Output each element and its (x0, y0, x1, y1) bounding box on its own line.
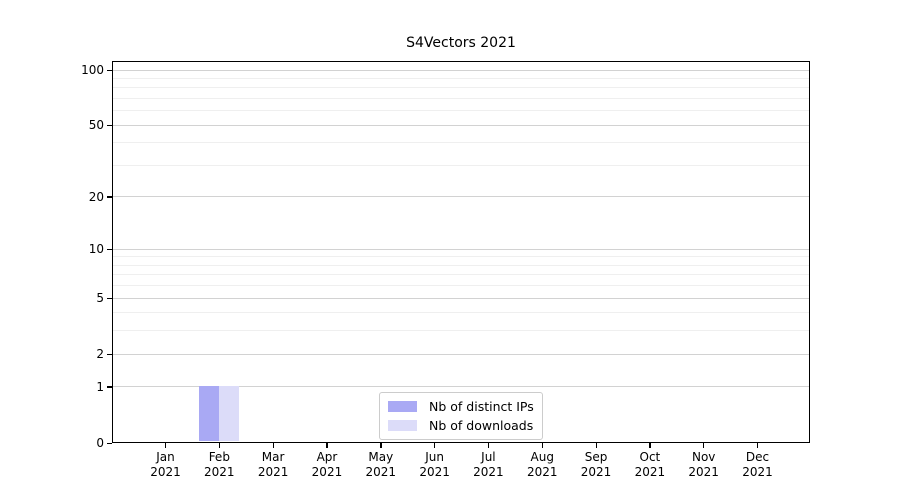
x-tick-month: Apr (316, 450, 338, 464)
gridline-major (113, 124, 809, 126)
y-tick-label: 2 (96, 347, 104, 362)
legend-swatch-distinct-ips (388, 401, 417, 412)
x-tick-year: 2021 (580, 465, 612, 479)
gridline-minor (113, 274, 809, 276)
x-tick-label: Jul 2021 (456, 450, 520, 480)
x-tick-month: Jun (425, 450, 444, 464)
x-tick-month: Jul (481, 450, 496, 464)
gridline-minor (113, 285, 809, 287)
gridline-minor (113, 142, 809, 144)
x-tick-year: 2021 (688, 465, 719, 479)
y-tick-mark (107, 442, 112, 444)
x-tick-mark (595, 443, 597, 448)
x-tick-mark (272, 443, 274, 448)
x-tick-label: Apr 2021 (295, 450, 359, 480)
gridline-minor (113, 165, 809, 166)
x-tick-year: 2021 (365, 465, 397, 479)
x-tick-label: Feb 2021 (187, 450, 251, 480)
x-tick-month: Sep (584, 450, 608, 464)
y-tick-mark (107, 297, 112, 299)
bar-distinct-ips (198, 386, 219, 441)
x-tick-year: 2021 (257, 465, 289, 479)
legend-label-downloads: Nb of downloads (429, 418, 534, 433)
x-tick-label: Nov 2021 (672, 450, 736, 480)
x-tick-label: Mar 2021 (241, 450, 305, 480)
y-tick-mark (107, 124, 112, 127)
x-tick-year: 2021 (150, 465, 181, 479)
x-tick-month: Dec (745, 450, 770, 464)
x-tick-month: Jan (156, 450, 175, 464)
x-tick-mark (326, 443, 328, 448)
y-tick-mark (107, 196, 112, 198)
x-tick-label: Sep 2021 (564, 450, 628, 480)
gridline-minor (113, 98, 809, 100)
x-tick-year: 2021 (311, 465, 343, 479)
x-tick-mark (757, 443, 759, 448)
plot-area (112, 61, 810, 443)
gridline-minor (113, 77, 809, 79)
x-tick-label: Aug 2021 (510, 450, 574, 480)
x-tick-month: Feb (208, 450, 230, 464)
y-tick-mark (107, 248, 112, 251)
gridline-major (113, 353, 809, 355)
legend: Nb of distinct IPs Nb of downloads (379, 392, 543, 440)
y-tick-label: 0 (96, 436, 104, 450)
x-tick-month: Oct (639, 450, 661, 464)
x-tick-year: 2021 (204, 465, 235, 479)
x-tick-mark (434, 443, 436, 448)
y-tick-mark (107, 69, 112, 71)
legend-row-downloads: Nb of downloads (388, 418, 534, 433)
x-tick-label: Oct 2021 (618, 450, 682, 480)
x-tick-month: Nov (691, 450, 716, 464)
x-tick-mark (218, 443, 221, 448)
y-tick-label: 50 (88, 118, 104, 133)
x-tick-mark (380, 443, 382, 448)
gridline-minor (113, 330, 809, 332)
y-tick-mark (107, 386, 112, 388)
x-tick-mark (165, 443, 167, 448)
gridline-minor (113, 87, 809, 89)
legend-swatch-downloads (388, 420, 417, 431)
x-tick-label: Dec 2021 (726, 450, 790, 480)
x-tick-label: Jun 2021 (403, 450, 467, 480)
x-tick-mark (541, 443, 544, 448)
y-tick-label: 10 (88, 242, 104, 257)
gridline-major (113, 248, 809, 250)
gridline-major (113, 69, 809, 71)
x-tick-year: 2021 (473, 465, 504, 479)
gridline-major (113, 297, 809, 299)
legend-row-distinct-ips: Nb of distinct IPs (388, 399, 534, 414)
gridline-major (113, 196, 809, 198)
gridline-major (113, 386, 809, 388)
x-tick-month: Mar (261, 450, 285, 464)
x-tick-year: 2021 (742, 465, 773, 479)
gridline-minor (113, 312, 809, 314)
y-tick-mark (107, 353, 112, 356)
x-tick-label: Jan 2021 (134, 450, 198, 480)
y-tick-label: 1 (96, 379, 104, 394)
x-tick-month: May (368, 450, 394, 464)
chart-title: S4Vectors 2021 (406, 35, 516, 51)
y-tick-label: 5 (96, 291, 104, 306)
x-tick-month: Aug (530, 450, 554, 464)
gridline-minor (113, 264, 809, 266)
y-tick-label: 100 (81, 63, 104, 78)
x-tick-mark (649, 443, 651, 448)
x-tick-label: May 2021 (349, 450, 413, 480)
x-tick-mark (487, 443, 490, 448)
gridline-minor (113, 110, 809, 112)
x-tick-mark (703, 443, 705, 448)
legend-label-distinct-ips: Nb of distinct IPs (429, 399, 534, 414)
x-tick-year: 2021 (419, 465, 450, 479)
x-tick-year: 2021 (526, 465, 558, 479)
bar-downloads (218, 386, 239, 441)
y-tick-label: 20 (88, 189, 104, 204)
x-tick-year: 2021 (634, 465, 666, 479)
gridline-minor (113, 256, 809, 258)
